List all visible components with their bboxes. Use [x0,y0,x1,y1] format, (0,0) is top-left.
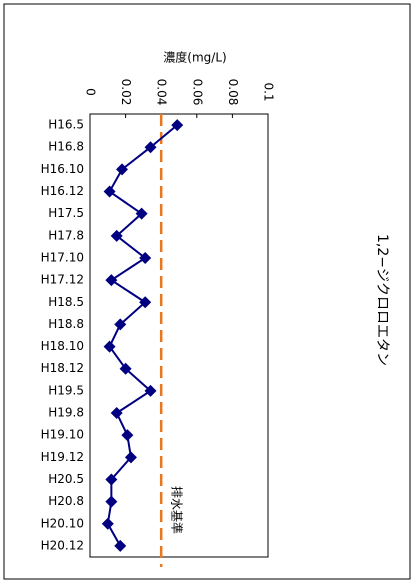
marker [105,495,118,508]
y-tick-label: H16.10 [41,162,84,176]
y-tick-label: H16.12 [41,184,84,198]
marker [105,274,118,287]
marker [110,407,123,420]
y-tick-label: H17.5 [48,206,84,220]
marker [121,429,134,442]
y-tick-label: H18.8 [48,317,84,331]
y-tick-label: H16.8 [48,140,84,154]
y-tick-label: H17.10 [41,250,84,264]
y-tick-label: H20.8 [48,494,84,508]
y-tick-label: H19.10 [41,428,84,442]
y-tick-label: H20.12 [41,538,84,552]
line [106,124,178,547]
marker [171,119,184,132]
marker [139,296,152,309]
marker [114,318,127,331]
y-tick-label: H20.5 [48,472,84,486]
y-tick-label: H18.10 [41,339,84,353]
x-tick-label: 0.08 [226,79,240,106]
marker [114,539,127,552]
x-tick-label: 0.04 [155,79,169,106]
y-tick-label: H18.12 [41,361,84,375]
x-tick-label: 0.02 [119,79,133,106]
y-tick-label: H17.12 [41,273,84,287]
plot-frame [89,113,269,558]
marker [144,384,157,397]
marker [119,362,132,375]
x-tick-label: 0.06 [190,79,204,106]
outer-frame [3,3,411,580]
marker [139,251,152,264]
y-tick-label: H19.5 [48,383,84,397]
y-tick-label: H17.8 [48,228,84,242]
marker [124,451,137,464]
y-tick-label: H16.5 [48,118,84,132]
y-tick-label: H19.12 [41,450,84,464]
marker [135,207,148,220]
marker [101,517,114,530]
marker [110,229,123,242]
y-tick-label: H20.10 [41,516,84,530]
marker [116,163,129,176]
chart-title: 1,2−ジクロロエタン [374,234,390,366]
axis-label: 濃度(mg/L) [163,50,226,65]
marker [144,141,157,154]
x-tick-label: 0.1 [262,82,276,101]
marker [103,340,116,353]
x-tick-label: 0 [84,88,98,96]
marker [103,185,116,198]
y-tick-label: H19.8 [48,406,84,420]
reference-label: 排水基準 [170,486,185,534]
marker [105,473,118,486]
y-tick-label: H18.5 [48,295,84,309]
